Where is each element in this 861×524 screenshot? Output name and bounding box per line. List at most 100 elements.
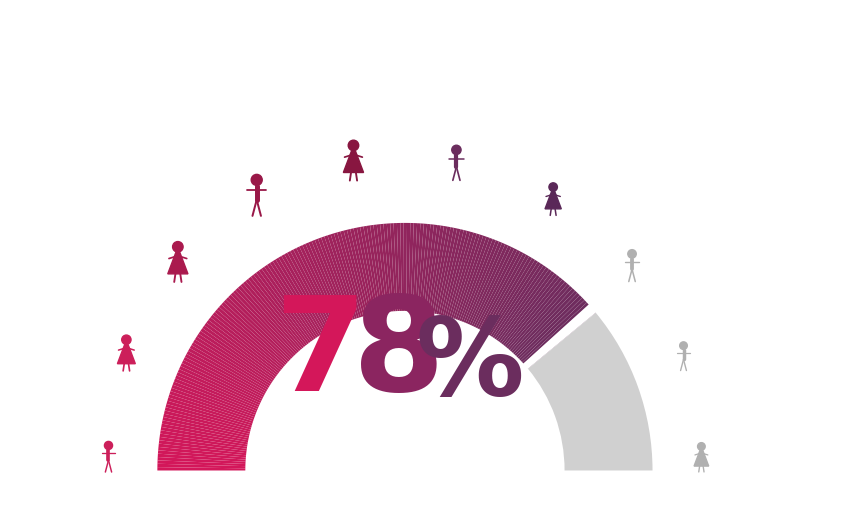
Wedge shape bbox=[238, 286, 299, 353]
Wedge shape bbox=[159, 437, 246, 451]
Wedge shape bbox=[498, 269, 551, 342]
Wedge shape bbox=[164, 410, 250, 434]
Wedge shape bbox=[467, 243, 505, 324]
Wedge shape bbox=[170, 391, 253, 421]
Wedge shape bbox=[314, 239, 349, 322]
Wedge shape bbox=[505, 277, 561, 347]
Wedge shape bbox=[172, 381, 256, 415]
Wedge shape bbox=[449, 233, 476, 318]
Wedge shape bbox=[299, 245, 338, 326]
Wedge shape bbox=[179, 366, 260, 405]
Wedge shape bbox=[305, 243, 343, 324]
Wedge shape bbox=[171, 385, 255, 417]
Wedge shape bbox=[185, 354, 263, 397]
Wedge shape bbox=[174, 378, 257, 413]
Wedge shape bbox=[436, 228, 456, 314]
Wedge shape bbox=[390, 223, 397, 311]
Wedge shape bbox=[406, 223, 410, 311]
Wedge shape bbox=[327, 234, 356, 319]
Wedge shape bbox=[162, 420, 248, 440]
Wedge shape bbox=[340, 231, 365, 316]
Wedge shape bbox=[475, 248, 517, 328]
Wedge shape bbox=[183, 357, 263, 399]
Wedge shape bbox=[427, 225, 443, 313]
Wedge shape bbox=[158, 461, 245, 466]
Wedge shape bbox=[360, 226, 378, 313]
Wedge shape bbox=[287, 251, 331, 330]
Wedge shape bbox=[196, 334, 271, 384]
Wedge shape bbox=[363, 226, 380, 313]
Wedge shape bbox=[455, 236, 486, 320]
Wedge shape bbox=[346, 229, 369, 315]
Wedge shape bbox=[290, 249, 332, 329]
Wedge shape bbox=[501, 273, 556, 345]
Polygon shape bbox=[343, 151, 363, 172]
Wedge shape bbox=[477, 250, 520, 329]
Wedge shape bbox=[163, 414, 250, 436]
Circle shape bbox=[627, 249, 635, 258]
Wedge shape bbox=[417, 224, 427, 311]
Wedge shape bbox=[320, 236, 352, 320]
Wedge shape bbox=[473, 247, 514, 328]
Wedge shape bbox=[393, 223, 400, 311]
Wedge shape bbox=[366, 225, 382, 313]
Wedge shape bbox=[522, 302, 588, 364]
Wedge shape bbox=[164, 407, 251, 432]
Wedge shape bbox=[177, 372, 258, 409]
Wedge shape bbox=[507, 281, 567, 350]
Wedge shape bbox=[514, 290, 577, 356]
Wedge shape bbox=[166, 401, 251, 428]
Wedge shape bbox=[444, 231, 470, 316]
Wedge shape bbox=[459, 238, 492, 321]
Wedge shape bbox=[223, 300, 289, 362]
Circle shape bbox=[104, 441, 113, 450]
Wedge shape bbox=[293, 248, 334, 328]
Wedge shape bbox=[261, 267, 314, 341]
Wedge shape bbox=[226, 297, 291, 360]
Wedge shape bbox=[158, 440, 246, 453]
Polygon shape bbox=[544, 192, 561, 209]
Wedge shape bbox=[284, 253, 329, 331]
Wedge shape bbox=[423, 225, 437, 312]
Wedge shape bbox=[228, 294, 292, 359]
Wedge shape bbox=[408, 223, 413, 311]
Wedge shape bbox=[245, 279, 303, 348]
Wedge shape bbox=[318, 237, 350, 321]
Wedge shape bbox=[463, 240, 499, 323]
Wedge shape bbox=[337, 232, 362, 317]
Wedge shape bbox=[167, 397, 252, 425]
Wedge shape bbox=[161, 423, 248, 442]
Wedge shape bbox=[503, 275, 559, 346]
Wedge shape bbox=[438, 228, 460, 315]
Circle shape bbox=[251, 174, 262, 185]
Wedge shape bbox=[461, 239, 495, 322]
Circle shape bbox=[451, 145, 461, 155]
Polygon shape bbox=[168, 253, 188, 274]
Wedge shape bbox=[396, 223, 401, 311]
Wedge shape bbox=[380, 224, 391, 312]
Text: 7: 7 bbox=[274, 291, 366, 418]
Wedge shape bbox=[198, 331, 273, 383]
Wedge shape bbox=[160, 427, 247, 444]
Wedge shape bbox=[276, 258, 323, 334]
Wedge shape bbox=[158, 464, 245, 468]
Wedge shape bbox=[202, 325, 276, 379]
Wedge shape bbox=[431, 226, 450, 313]
Wedge shape bbox=[240, 283, 300, 351]
Wedge shape bbox=[490, 261, 540, 337]
Wedge shape bbox=[281, 254, 327, 332]
Wedge shape bbox=[430, 226, 447, 313]
Wedge shape bbox=[509, 284, 569, 352]
Circle shape bbox=[679, 342, 686, 350]
Wedge shape bbox=[180, 363, 261, 403]
Wedge shape bbox=[471, 245, 511, 326]
Wedge shape bbox=[168, 394, 253, 423]
Wedge shape bbox=[269, 261, 319, 337]
Wedge shape bbox=[159, 433, 247, 449]
Wedge shape bbox=[524, 308, 593, 367]
Wedge shape bbox=[387, 223, 395, 311]
Wedge shape bbox=[248, 277, 305, 347]
Wedge shape bbox=[488, 260, 537, 336]
Wedge shape bbox=[253, 272, 308, 344]
Wedge shape bbox=[219, 304, 286, 365]
